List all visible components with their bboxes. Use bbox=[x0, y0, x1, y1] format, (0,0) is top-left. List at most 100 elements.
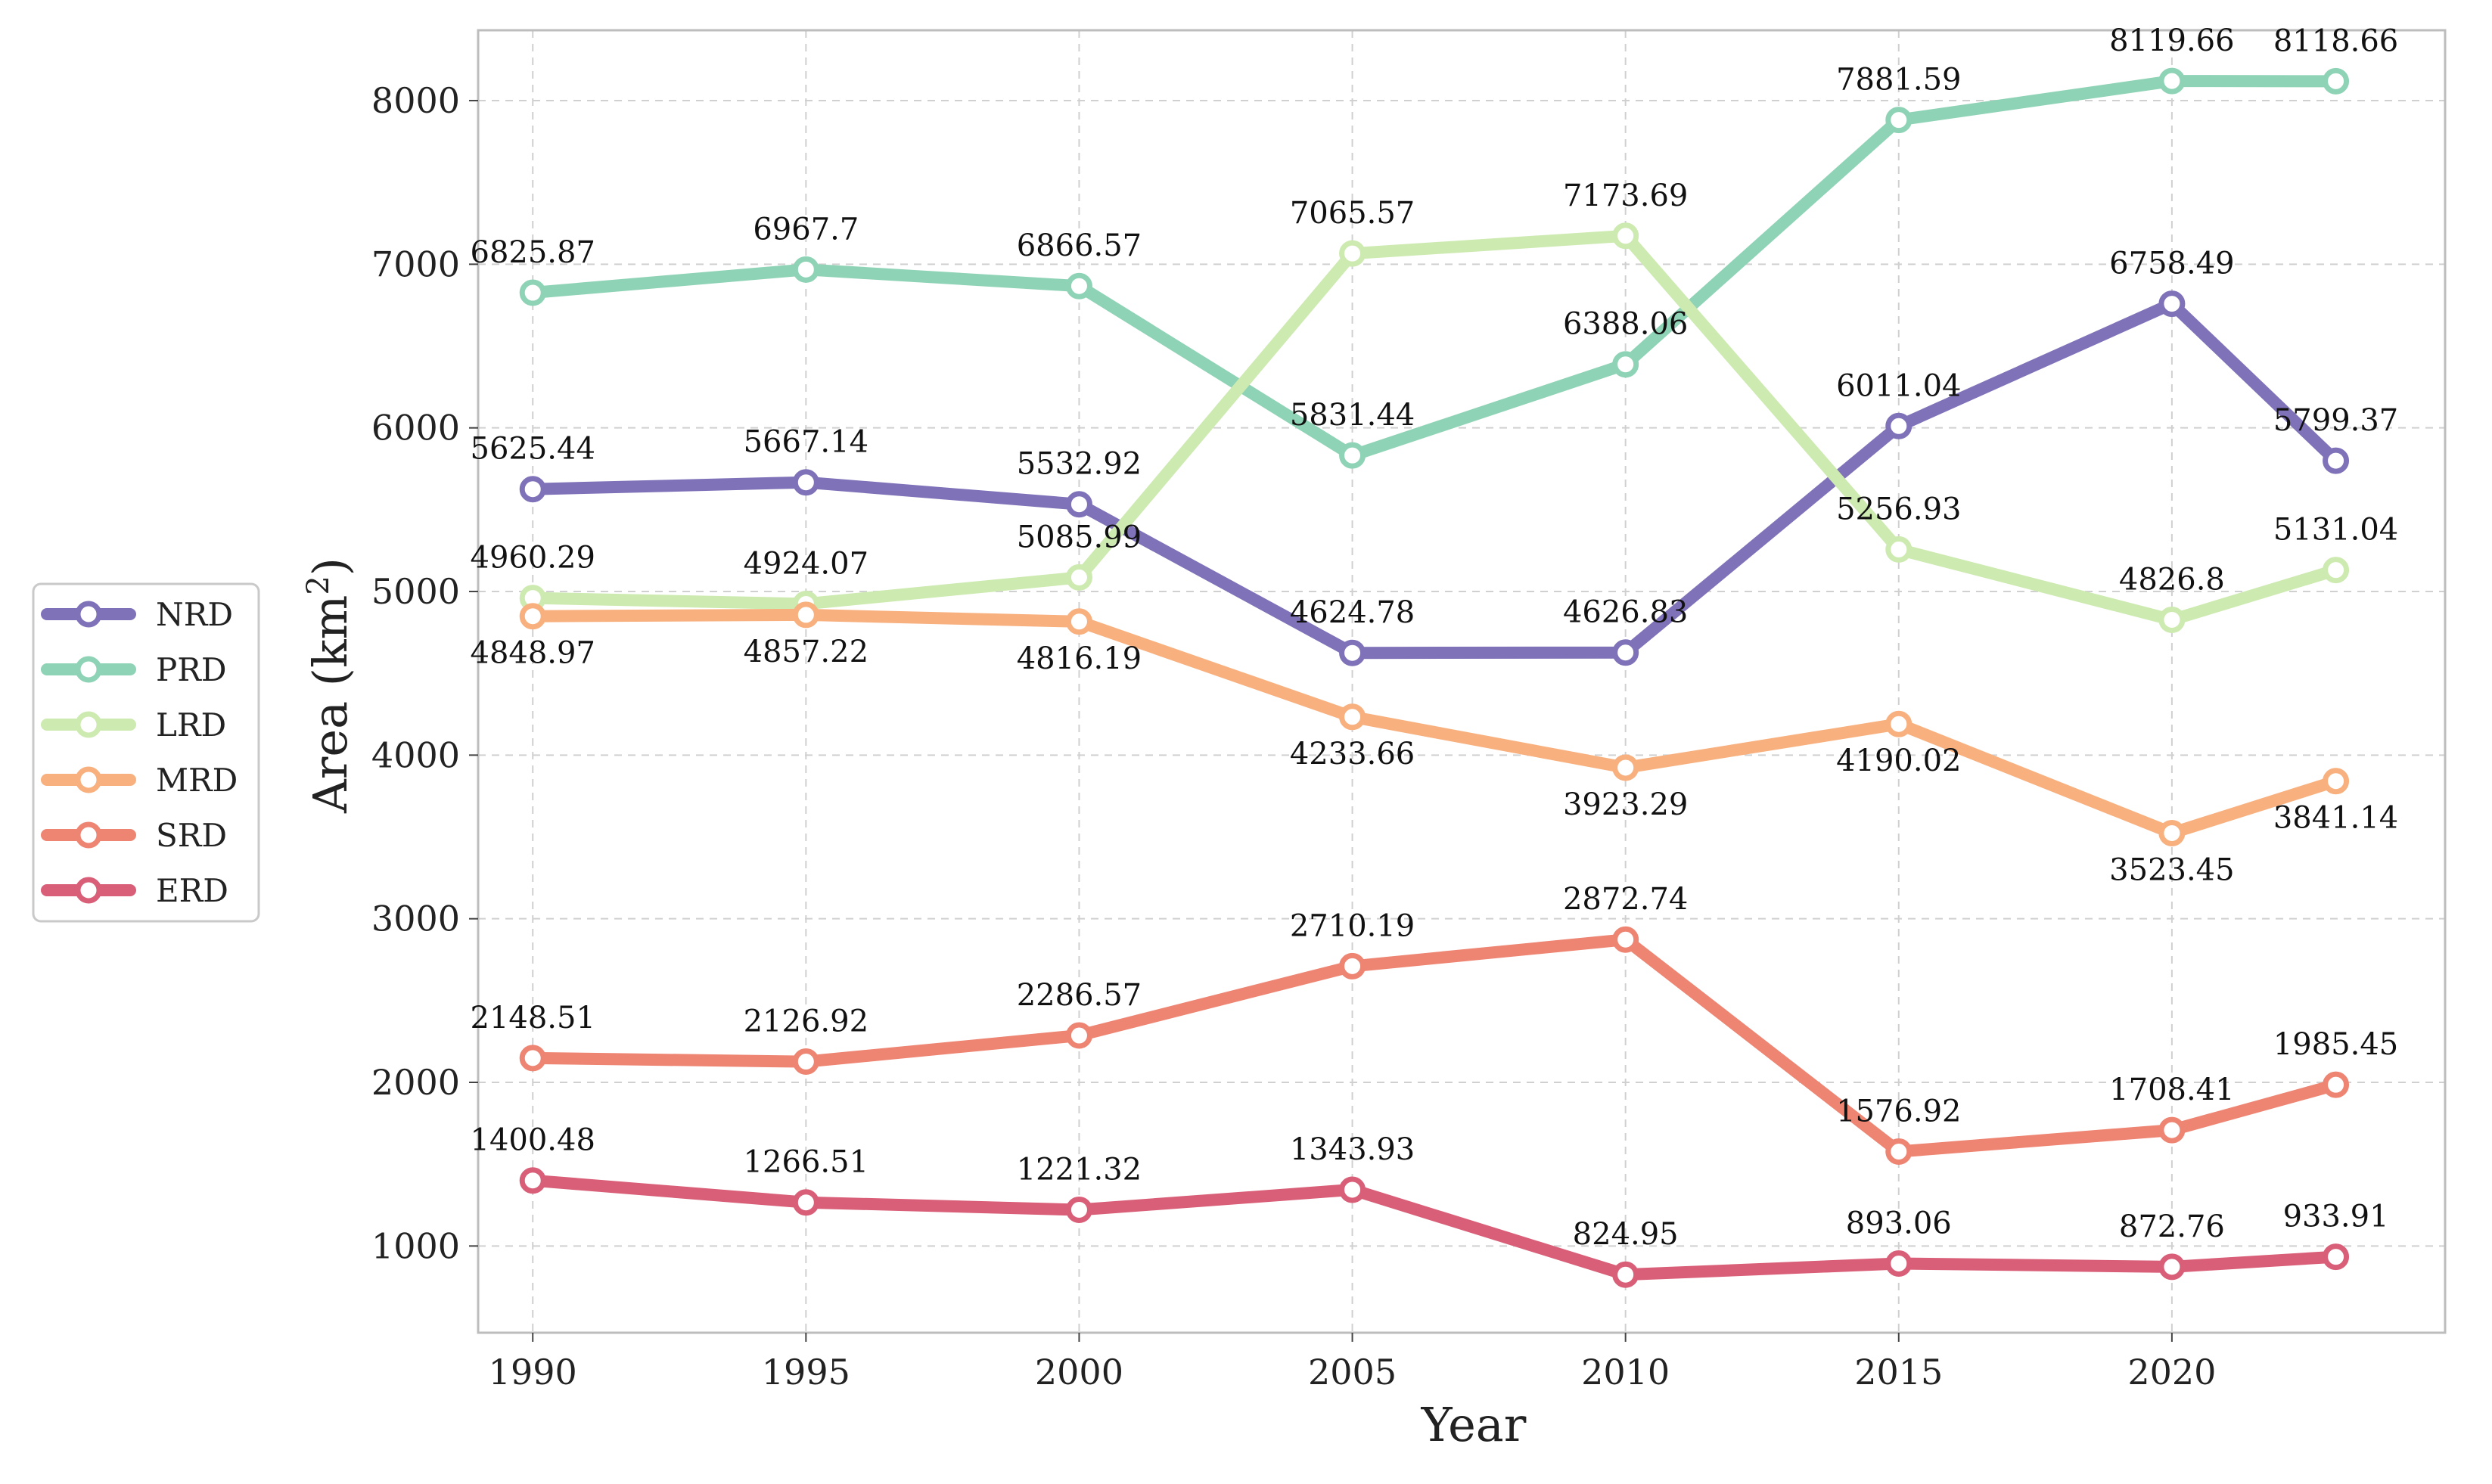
legend-frame bbox=[32, 582, 260, 923]
data-point-erd bbox=[519, 1167, 546, 1194]
data-label-erd: 1221.32 bbox=[1017, 1152, 1142, 1187]
data-point-prd bbox=[519, 279, 546, 306]
data-label-prd: 6967.7 bbox=[753, 212, 859, 247]
data-label-nrd: 6758.49 bbox=[2109, 247, 2234, 281]
series-line-srd bbox=[527, 933, 2342, 1158]
data-label-nrd: 4626.83 bbox=[1563, 595, 1688, 630]
data-point-nrd bbox=[1885, 412, 1913, 439]
y-axis-title-close: ) bbox=[303, 557, 358, 576]
data-label-nrd: 5625.44 bbox=[471, 432, 595, 467]
series-prd bbox=[519, 67, 2350, 469]
data-label-srd: 2286.57 bbox=[1017, 978, 1142, 1013]
data-point-mrd bbox=[1339, 703, 1366, 731]
data-point-mrd bbox=[792, 601, 819, 629]
series-lrd bbox=[519, 222, 2350, 633]
data-point-lrd bbox=[1612, 222, 1639, 250]
data-label-srd: 2710.19 bbox=[1290, 908, 1415, 943]
data-point-erd bbox=[2158, 1253, 2186, 1281]
y-tick-label: 3000 bbox=[371, 899, 460, 939]
data-label-lrd: 5131.04 bbox=[2273, 513, 2398, 548]
y-tick-label: 2000 bbox=[371, 1062, 460, 1103]
series-mrd bbox=[519, 601, 2350, 846]
x-tick-label: 2020 bbox=[2127, 1352, 2216, 1392]
data-point-mrd bbox=[1612, 754, 1639, 781]
data-point-prd bbox=[1612, 351, 1639, 378]
series-nrd bbox=[519, 290, 2350, 666]
data-label-erd: 933.91 bbox=[2283, 1200, 2389, 1234]
x-tick-label: 2005 bbox=[1308, 1352, 1397, 1392]
data-label-mrd: 3841.14 bbox=[2273, 801, 2398, 836]
data-point-prd bbox=[792, 256, 819, 283]
data-point-lrd bbox=[1339, 240, 1366, 267]
data-label-mrd: 4190.02 bbox=[1836, 744, 1961, 778]
data-label-erd: 1266.51 bbox=[744, 1145, 868, 1180]
data-point-lrd bbox=[1885, 536, 1913, 563]
legend-marker-nrd bbox=[75, 601, 102, 628]
series-line-nrd bbox=[527, 297, 2342, 660]
legend-item-erd: ERD bbox=[41, 872, 228, 909]
data-label-erd: 893.06 bbox=[1846, 1206, 1952, 1240]
x-axis-ticks: 1990 1995 2000 2005 2010 2015 2020 bbox=[489, 1333, 2216, 1392]
data-point-nrd bbox=[1065, 491, 1092, 518]
data-point-srd bbox=[519, 1045, 546, 1072]
data-label-nrd: 4624.78 bbox=[1290, 595, 1415, 630]
y-axis-ticks: 1000 2000 3000 4000 5000 6000 7000 8000 bbox=[371, 80, 478, 1266]
series-line-mrd bbox=[527, 608, 2342, 840]
data-label-srd: 1708.41 bbox=[2109, 1073, 2234, 1107]
series-line-lrd bbox=[527, 229, 2342, 626]
data-label-srd: 2148.51 bbox=[471, 1001, 595, 1035]
data-label-mrd: 4848.97 bbox=[471, 636, 595, 671]
data-label-prd: 7881.59 bbox=[1836, 63, 1961, 98]
series-line-erd bbox=[527, 1174, 2342, 1281]
data-label-lrd: 5085.99 bbox=[1017, 520, 1142, 554]
data-point-erd bbox=[1885, 1250, 1913, 1277]
data-labels: 5625.44 5667.14 5532.92 4624.78 4626.83 6011.… bbox=[471, 23, 2399, 1252]
data-label-srd: 1985.45 bbox=[2273, 1027, 2398, 1062]
data-point-srd bbox=[1339, 952, 1366, 980]
y-tick-label: 4000 bbox=[371, 734, 460, 775]
data-label-prd: 6825.87 bbox=[471, 235, 595, 270]
data-point-erd bbox=[2323, 1243, 2350, 1271]
data-label-nrd: 5799.37 bbox=[2273, 403, 2398, 438]
data-label-lrd: 4826.8 bbox=[2119, 562, 2225, 597]
data-point-nrd bbox=[2158, 290, 2186, 318]
data-point-srd bbox=[1885, 1138, 1913, 1166]
data-label-lrd: 5256.93 bbox=[1836, 492, 1961, 526]
y-axis-title-main: Area (km bbox=[303, 595, 358, 814]
plot-frame bbox=[477, 29, 2447, 1334]
series-srd bbox=[519, 926, 2350, 1166]
data-label-erd: 824.95 bbox=[1573, 1217, 1679, 1252]
x-axis-title: Year bbox=[1421, 1397, 1527, 1452]
data-point-prd bbox=[2158, 67, 2186, 95]
series-erd bbox=[519, 1167, 2350, 1288]
legend-label-nrd: NRD bbox=[156, 596, 233, 633]
data-label-srd: 1576.92 bbox=[1836, 1094, 1961, 1129]
y-tick-label: 8000 bbox=[371, 80, 460, 121]
data-point-mrd bbox=[2323, 768, 2350, 795]
data-point-srd bbox=[2158, 1116, 2186, 1144]
legend-item-lrd: LRD bbox=[41, 706, 226, 744]
data-label-prd: 6866.57 bbox=[1017, 228, 1142, 263]
data-point-erd bbox=[1612, 1261, 1639, 1288]
data-point-nrd bbox=[792, 469, 819, 496]
data-label-mrd: 4233.66 bbox=[1290, 737, 1415, 771]
legend-label-lrd: LRD bbox=[156, 706, 226, 744]
legend-item-prd: PRD bbox=[41, 651, 227, 688]
data-point-srd bbox=[2323, 1071, 2350, 1098]
data-label-nrd: 5667.14 bbox=[744, 425, 868, 460]
data-point-lrd bbox=[2158, 606, 2186, 633]
data-label-srd: 2126.92 bbox=[744, 1004, 868, 1039]
x-tick-label: 2015 bbox=[1854, 1352, 1943, 1392]
data-point-nrd bbox=[2323, 447, 2350, 474]
data-label-prd: 8119.66 bbox=[2109, 23, 2234, 58]
legend-label-prd: PRD bbox=[156, 651, 227, 688]
data-point-srd bbox=[1612, 926, 1639, 953]
legend-label-mrd: MRD bbox=[156, 762, 238, 799]
data-point-mrd bbox=[1065, 608, 1092, 635]
data-point-prd bbox=[1885, 107, 1913, 134]
y-tick-label: 7000 bbox=[371, 244, 460, 284]
data-label-erd: 1343.93 bbox=[1290, 1132, 1415, 1167]
data-label-prd: 6388.06 bbox=[1563, 307, 1688, 342]
data-point-prd bbox=[1065, 272, 1092, 300]
data-label-lrd: 4960.29 bbox=[471, 541, 595, 576]
